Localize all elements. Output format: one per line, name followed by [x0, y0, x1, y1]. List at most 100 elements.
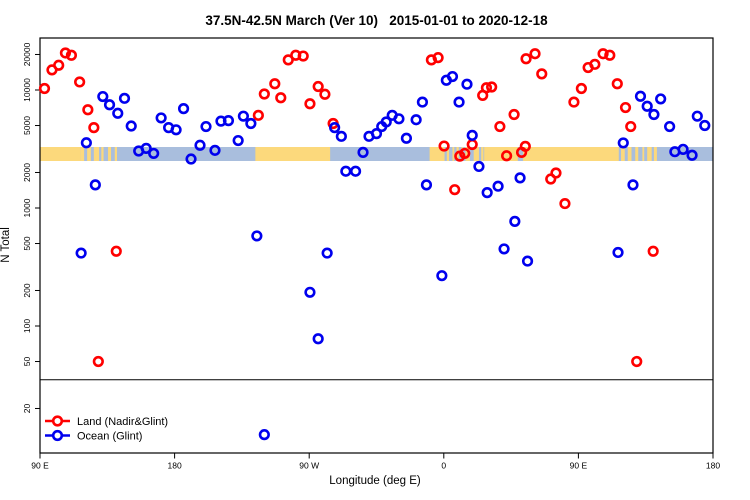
- data-point: [304, 98, 316, 110]
- data-point: [59, 47, 72, 59]
- data-point: [420, 179, 433, 191]
- data-point: [148, 147, 160, 160]
- data-point: [575, 82, 587, 95]
- series-ocean: [75, 70, 711, 441]
- data-point: [177, 103, 190, 115]
- data-point: [82, 104, 94, 116]
- data-point: [53, 59, 65, 71]
- data-point: [648, 108, 660, 121]
- map-strip-land-segment: [452, 147, 455, 161]
- data-point: [103, 99, 116, 111]
- data-point: [647, 245, 659, 257]
- data-point: [536, 68, 548, 80]
- data-point: [466, 129, 478, 141]
- data-point: [519, 140, 531, 152]
- data-point: [252, 109, 264, 121]
- data-point: [498, 243, 510, 255]
- data-point: [222, 115, 235, 127]
- data-point: [529, 48, 541, 60]
- data-point: [432, 52, 444, 64]
- data-point: [112, 107, 124, 119]
- data-point: [459, 147, 471, 160]
- x-tick-label: 180: [168, 461, 182, 471]
- legend-label: Ocean (Glint): [77, 430, 142, 442]
- y-tick-label: 50: [22, 357, 32, 367]
- x-tick-label: 90 E: [31, 461, 49, 471]
- data-point: [480, 82, 493, 94]
- data-point: [438, 140, 450, 152]
- map-strip-land-segment: [446, 147, 450, 161]
- data-point: [125, 120, 137, 132]
- data-point: [449, 184, 461, 196]
- y-tick-label: 200: [22, 283, 32, 297]
- data-point: [118, 92, 131, 104]
- map-strip-land-segment: [101, 147, 104, 161]
- y-axis-label: N Total: [0, 227, 12, 263]
- plot-box: [39, 37, 714, 454]
- data-point: [514, 172, 526, 184]
- series-land: [38, 47, 659, 368]
- data-point: [357, 146, 369, 158]
- x-tick-label: 180: [706, 461, 720, 471]
- map-strip-land-segment: [621, 147, 625, 161]
- data-point: [436, 270, 448, 282]
- data-point: [349, 165, 362, 177]
- data-point: [275, 92, 287, 104]
- data-point: [400, 132, 413, 144]
- x-axis-label: Longitude (deg E): [329, 475, 421, 487]
- map-strip-land-segment: [456, 147, 459, 161]
- data-point: [237, 110, 249, 122]
- y-tick-label: 20000: [22, 42, 32, 66]
- data-point: [282, 54, 294, 66]
- x-tick-label: 90 E: [570, 461, 588, 471]
- map-strip-land-segment: [635, 147, 639, 161]
- data-point: [92, 355, 104, 368]
- data-point: [410, 114, 422, 126]
- data-point: [89, 179, 101, 191]
- data-point: [611, 78, 623, 90]
- data-point: [559, 197, 571, 210]
- data-point: [655, 93, 667, 105]
- map-strip-land-segment: [653, 147, 657, 161]
- data-point: [612, 246, 624, 259]
- data-point: [686, 149, 698, 161]
- map-strip-land-segment: [40, 147, 81, 161]
- data-point: [251, 230, 263, 242]
- data-point: [75, 247, 87, 259]
- data-point: [185, 153, 197, 165]
- data-point: [664, 120, 676, 133]
- data-point: [258, 88, 270, 100]
- data-point: [691, 110, 703, 122]
- map-strip-land-segment: [87, 147, 91, 161]
- data-point: [699, 119, 711, 132]
- data-point: [631, 355, 643, 368]
- data-point: [634, 90, 647, 102]
- data-point: [617, 137, 629, 149]
- data-point: [393, 113, 405, 125]
- data-point: [370, 128, 383, 140]
- data-point: [88, 122, 100, 134]
- data-point: [97, 90, 109, 103]
- data-point: [486, 81, 498, 93]
- data-point: [269, 78, 281, 90]
- data-point: [380, 116, 392, 128]
- data-point: [416, 96, 429, 108]
- legend: Land (Nadir&Glint) Ocean (Glint): [45, 415, 168, 442]
- data-point: [200, 120, 212, 133]
- data-point: [627, 179, 639, 191]
- x-tick-label: 0: [441, 461, 446, 471]
- map-strip-land-segment: [647, 147, 652, 161]
- data-point: [80, 137, 92, 149]
- data-point: [258, 429, 270, 441]
- data-point: [604, 49, 616, 61]
- data-point: [170, 124, 182, 136]
- data-point: [245, 117, 257, 130]
- y-tick-label: 20: [22, 403, 32, 413]
- data-point: [520, 53, 532, 65]
- y-tick-label: 2000: [22, 163, 32, 182]
- data-point: [110, 245, 122, 257]
- data-point: [446, 70, 459, 83]
- data-point: [509, 215, 521, 227]
- data-point: [319, 88, 331, 100]
